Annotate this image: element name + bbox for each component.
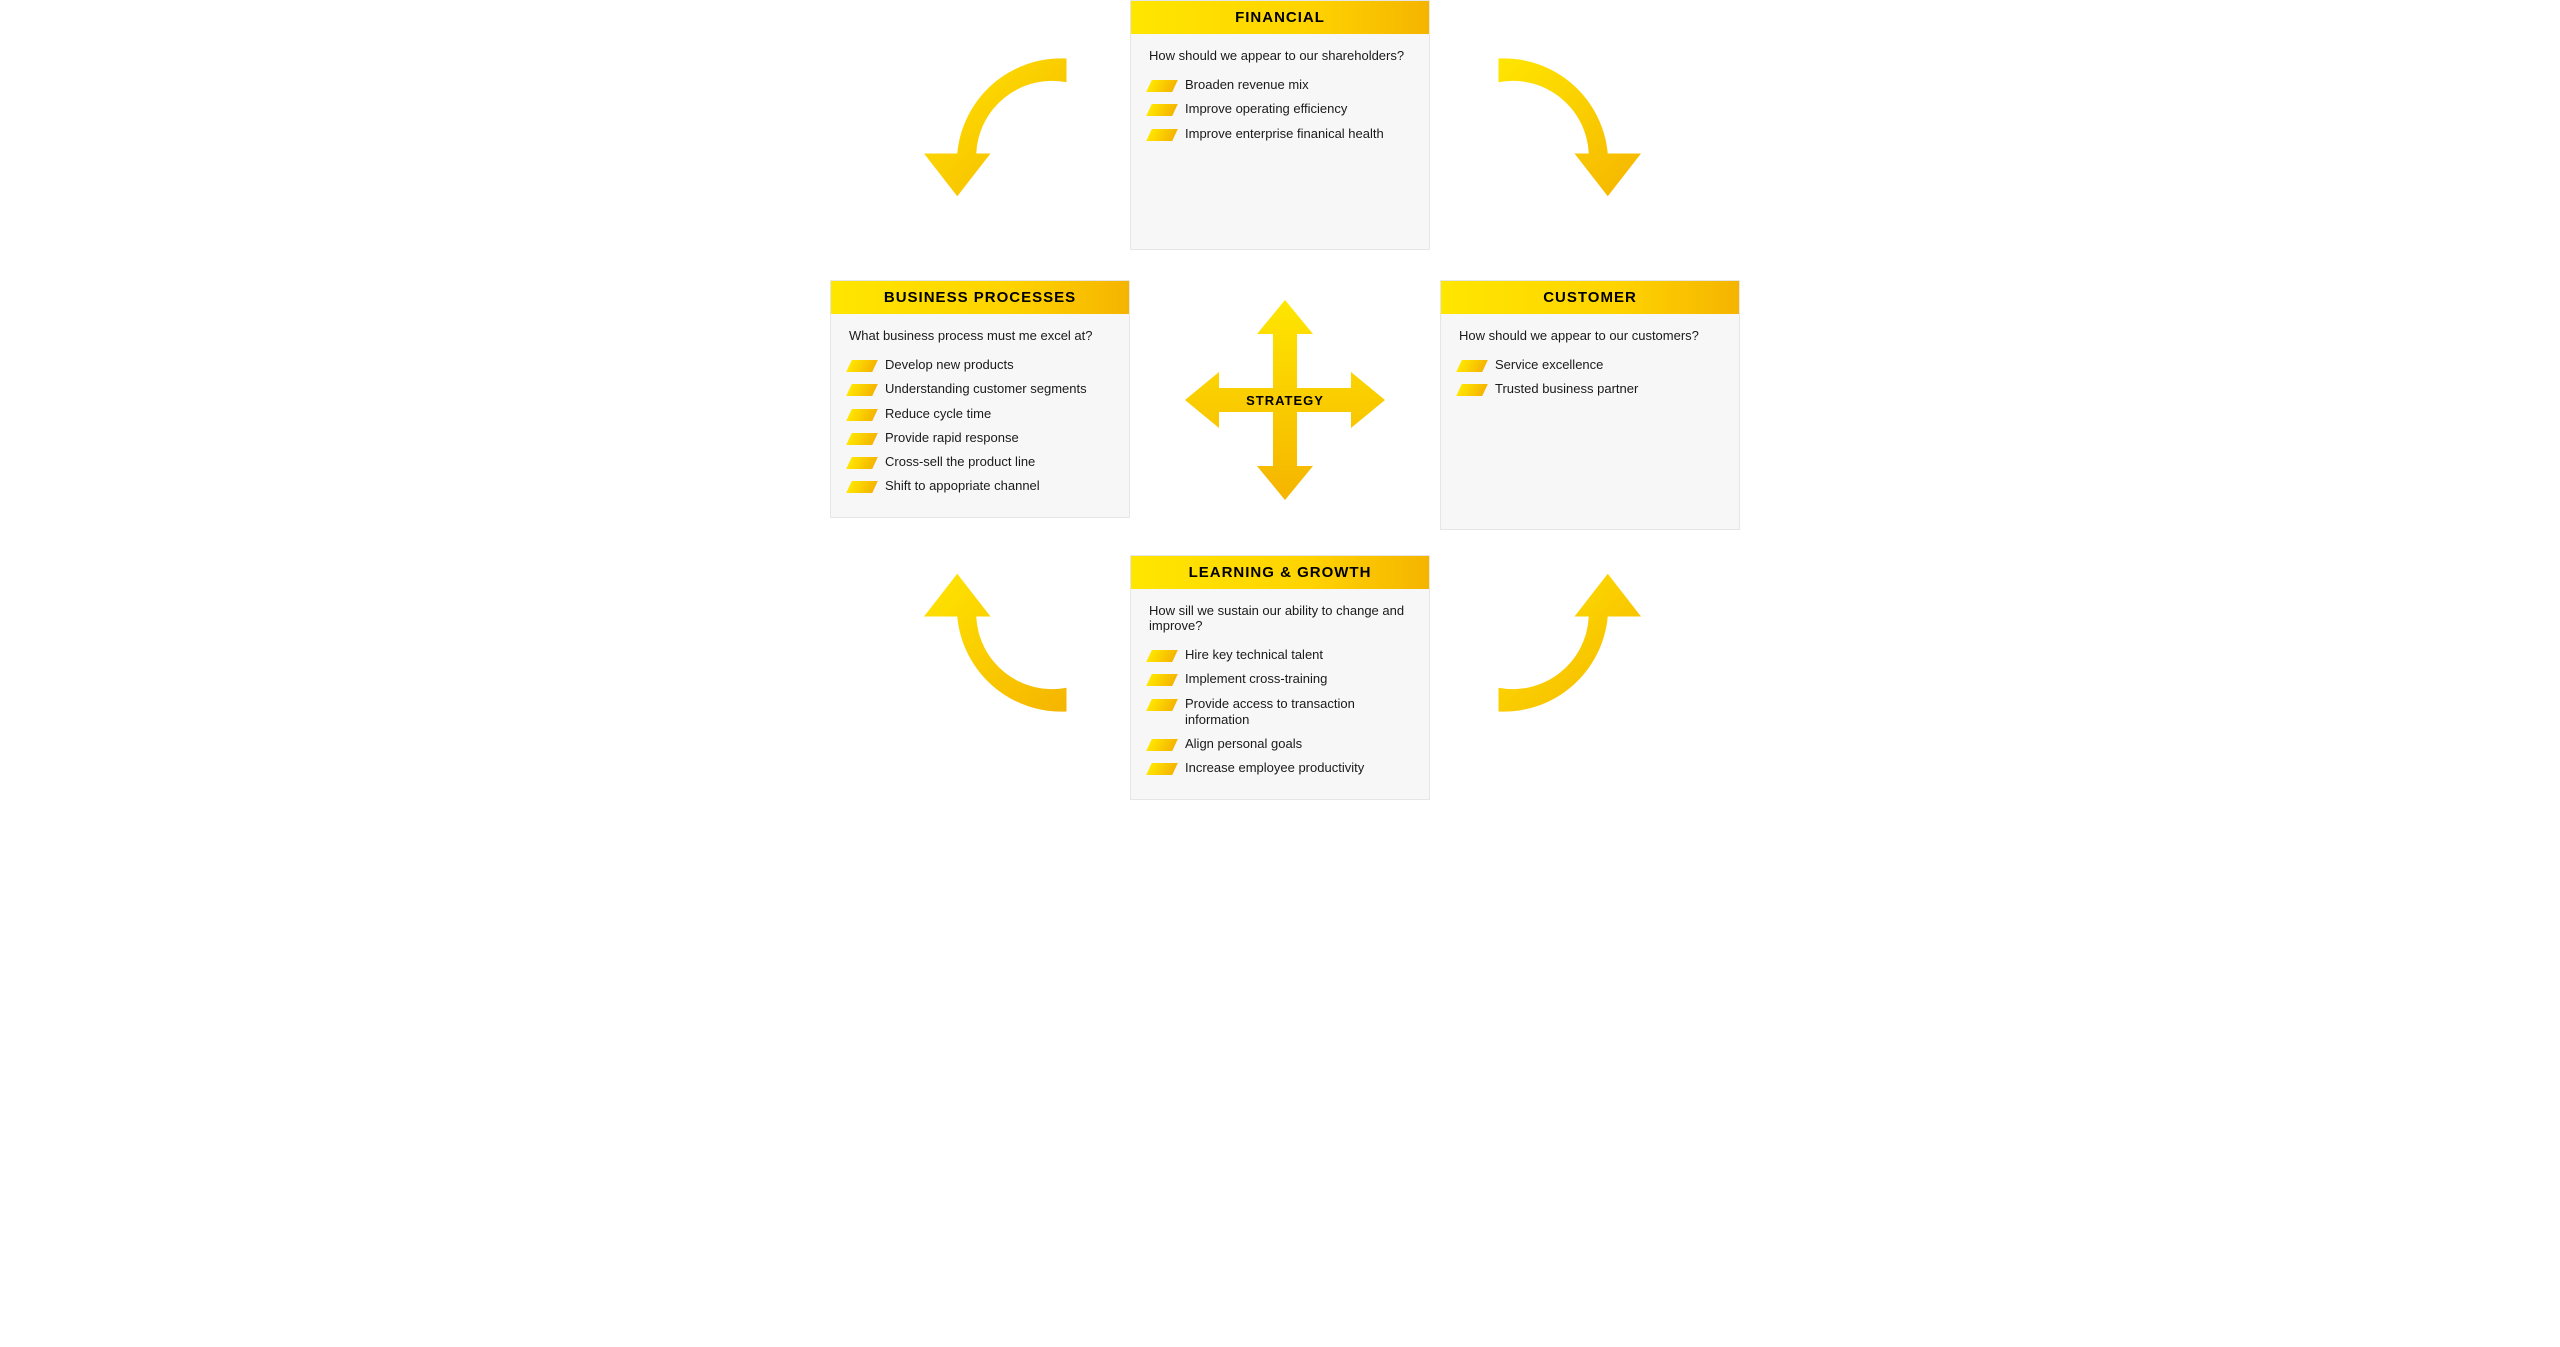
- bullet-icon: [1146, 104, 1178, 116]
- list-item-label: Service excellence: [1495, 357, 1603, 373]
- bullet-icon: [846, 433, 878, 445]
- list-item-label: Broaden revenue mix: [1185, 77, 1309, 93]
- bullet-icon: [1456, 384, 1488, 396]
- bullet-icon: [1146, 739, 1178, 751]
- list-item: Cross-sell the product line: [849, 450, 1111, 474]
- list-item: Improve enterprise finanical health: [1149, 122, 1411, 146]
- list-item: Align personal goals: [1149, 732, 1411, 756]
- list-item-label: Provide access to transaction informatio…: [1185, 696, 1411, 729]
- list-item-label: Implement cross-training: [1185, 671, 1327, 687]
- list-item: Implement cross-training: [1149, 667, 1411, 691]
- cycle-arrow-top-right-icon: [1470, 30, 1660, 220]
- strategy-label: STRATEGY: [1185, 300, 1385, 500]
- list-item: Broaden revenue mix: [1149, 73, 1411, 97]
- balanced-scorecard-diagram: FINANCIAL How should we appear to our sh…: [530, 0, 2030, 820]
- list-item-label: Understanding customer segments: [885, 381, 1087, 397]
- list-item-label: Increase employee productivity: [1185, 760, 1364, 776]
- box-title: FINANCIAL: [1131, 1, 1429, 34]
- cycle-arrow-top-left-icon: [905, 30, 1095, 220]
- strategy-center: STRATEGY: [1185, 300, 1385, 500]
- bullet-icon: [846, 409, 878, 421]
- list-item-label: Align personal goals: [1185, 736, 1302, 752]
- list-item-label: Hire key technical talent: [1185, 647, 1323, 663]
- list-item: Service excellence: [1459, 353, 1721, 377]
- list-item: Shift to appopriate channel: [849, 474, 1111, 498]
- list-item: Provide access to transaction informatio…: [1149, 692, 1411, 733]
- bullet-icon: [1456, 360, 1488, 372]
- box-items: Hire key technical talent Implement cross…: [1131, 639, 1429, 799]
- perspective-business-processes: BUSINESS PROCESSES What business process…: [830, 280, 1130, 518]
- list-item: Reduce cycle time: [849, 402, 1111, 426]
- list-item: Hire key technical talent: [1149, 643, 1411, 667]
- box-question: What business process must me excel at?: [831, 314, 1129, 349]
- list-item: Understanding customer segments: [849, 377, 1111, 401]
- box-items: Develop new products Understanding custom…: [831, 349, 1129, 517]
- box-question: How should we appear to our customers?: [1441, 314, 1739, 349]
- bullet-icon: [1146, 699, 1178, 711]
- box-title: LEARNING & GROWTH: [1131, 556, 1429, 589]
- bullet-icon: [1146, 674, 1178, 686]
- bullet-icon: [846, 457, 878, 469]
- list-item: Develop new products: [849, 353, 1111, 377]
- perspective-customer: CUSTOMER How should we appear to our cus…: [1440, 280, 1740, 530]
- cycle-arrow-bottom-right-icon: [1470, 550, 1660, 740]
- list-item: Improve operating efficiency: [1149, 97, 1411, 121]
- perspective-financial: FINANCIAL How should we appear to our sh…: [1130, 0, 1430, 250]
- box-items: Service excellence Trusted business partn…: [1441, 349, 1739, 420]
- list-item-label: Improve enterprise finanical health: [1185, 126, 1384, 142]
- bullet-icon: [846, 481, 878, 493]
- list-item-label: Provide rapid response: [885, 430, 1019, 446]
- list-item: Increase employee productivity: [1149, 756, 1411, 780]
- box-title: BUSINESS PROCESSES: [831, 281, 1129, 314]
- list-item-label: Reduce cycle time: [885, 406, 991, 422]
- box-question: How should we appear to our shareholders…: [1131, 34, 1429, 69]
- bullet-icon: [1146, 763, 1178, 775]
- list-item: Trusted business partner: [1459, 377, 1721, 401]
- bullet-icon: [1146, 650, 1178, 662]
- box-question: How sill we sustain our ability to chang…: [1131, 589, 1429, 639]
- list-item-label: Cross-sell the product line: [885, 454, 1035, 470]
- list-item: Provide rapid response: [849, 426, 1111, 450]
- list-item-label: Shift to appopriate channel: [885, 478, 1040, 494]
- bullet-icon: [846, 384, 878, 396]
- list-item-label: Improve operating efficiency: [1185, 101, 1347, 117]
- box-items: Broaden revenue mix Improve operating eff…: [1131, 69, 1429, 164]
- list-item-label: Trusted business partner: [1495, 381, 1638, 397]
- bullet-icon: [846, 360, 878, 372]
- list-item-label: Develop new products: [885, 357, 1014, 373]
- bullet-icon: [1146, 129, 1178, 141]
- cycle-arrow-bottom-left-icon: [905, 550, 1095, 740]
- bullet-icon: [1146, 80, 1178, 92]
- box-title: CUSTOMER: [1441, 281, 1739, 314]
- perspective-learning-growth: LEARNING & GROWTH How sill we sustain ou…: [1130, 555, 1430, 800]
